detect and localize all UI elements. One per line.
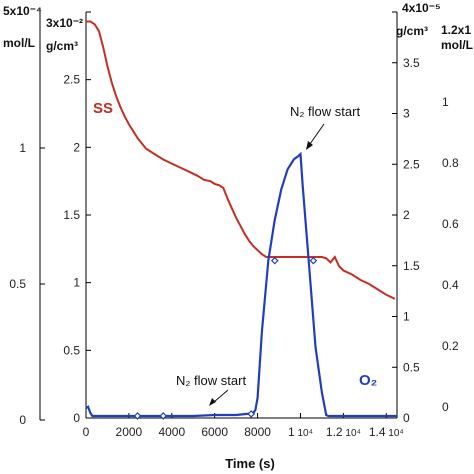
o2-data-marker — [309, 256, 318, 265]
n2-flow-start-annotation-lower: N₂ flow start — [176, 373, 246, 388]
far-right-tick-label: 1 — [442, 95, 449, 109]
o2-tick-label: 3 — [403, 107, 410, 121]
x-tick-label: 6000 — [201, 425, 228, 439]
o2-data-marker — [247, 410, 256, 418]
ss-tick-label: 2 — [73, 140, 80, 154]
x-axis-title: Time (s) — [225, 456, 275, 471]
ss-tick-label: 2.5 — [63, 73, 80, 87]
x-tick-label: 1.2 10⁴ — [326, 425, 361, 439]
o2-tick-label: 0 — [403, 411, 410, 425]
x-tick-label: 1 10⁴ — [288, 425, 313, 439]
ss-y-axis-ticks: 0 0.5 1 1.5 2 2.5 — [63, 11, 91, 425]
x-tick-label: 0 — [83, 425, 90, 439]
far-right-tick-label: 0.8 — [442, 156, 459, 170]
far-left-axis-unit: mol/L — [3, 36, 35, 50]
far-right-tick-label: 0.4 — [442, 278, 459, 292]
o2-data-marker — [133, 412, 142, 420]
far-right-tick-label: 0.2 — [442, 339, 459, 353]
ss-series-label: SS — [93, 100, 113, 117]
far-left-axis-unit-exponent: 5x10⁻⁴ — [3, 4, 42, 18]
o2-tick-label: 1.5 — [403, 259, 420, 273]
x-tick-label: 4000 — [158, 425, 185, 439]
far-left-tick-label: 1 — [19, 141, 26, 155]
far-left-tick-label: 0.5 — [9, 277, 26, 291]
far-left-y-axis-ticks: 00.51 — [9, 141, 45, 427]
far-right-axis-unit-exponent: 1.2x1 — [441, 23, 471, 37]
far-left-tick-label: 0 — [19, 413, 26, 427]
x-axis-ticks: 0 2000 4000 6000 8000 1 10⁴ 1.2 10⁴ 1.4 10⁴ — [83, 413, 404, 439]
ss-tick-label: 1 — [73, 276, 80, 290]
ss-series-line — [86, 20, 396, 300]
o2-tick-label: 0.5 — [403, 360, 420, 374]
o2-tick-label: 3.5 — [403, 56, 420, 70]
ss-tick-label: 0.5 — [63, 343, 80, 357]
ss-axis-unit: g/cm³ — [46, 39, 78, 53]
far-right-y-axis-ticks: 0 0.2 0.4 0.6 0.8 1 — [442, 95, 459, 414]
far-right-tick-label: 0 — [442, 400, 449, 414]
o2-data-marker — [270, 256, 279, 265]
o2-tick-label: 2 — [403, 208, 410, 222]
x-tick-label: 2000 — [116, 425, 143, 439]
o2-series-label: O₂ — [359, 372, 377, 389]
annotation-arrow-upper — [306, 123, 325, 150]
o2-y-axis-ticks: 0 0.5 1 1.5 2 2.5 3 3.5 — [392, 11, 420, 425]
ss-tick-label: 1.5 — [63, 208, 80, 222]
o2-tick-label: 2.5 — [403, 157, 420, 171]
ss-tick-label: 0 — [73, 411, 80, 425]
x-tick-label: 8000 — [244, 425, 271, 439]
x-tick-label: 1.4 10⁴ — [369, 425, 404, 439]
o2-tick-label: 1 — [403, 310, 410, 324]
annotation-arrow-lower — [209, 389, 229, 406]
far-right-axis-unit: mol/L — [441, 38, 473, 52]
far-right-tick-label: 0.6 — [442, 217, 459, 231]
o2-markers — [133, 256, 318, 420]
n2-flow-start-annotation-upper: N₂ flow start — [290, 104, 360, 119]
o2-data-marker — [159, 412, 168, 420]
o2-axis-unit: g/cm³ — [396, 24, 428, 38]
ss-axis-unit-exponent: 3x10⁻² — [46, 16, 83, 30]
o2-axis-unit-exponent: 4x10⁻⁵ — [402, 1, 441, 15]
